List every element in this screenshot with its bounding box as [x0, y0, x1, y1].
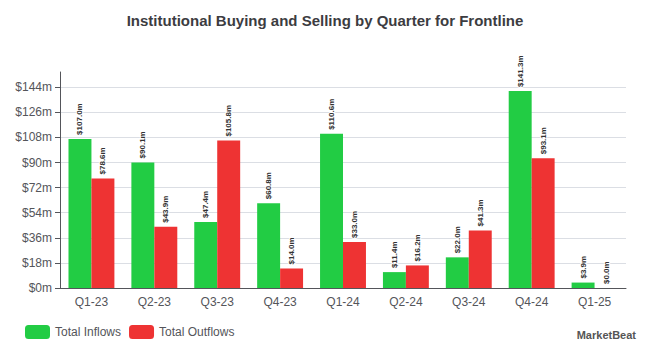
svg-text:$54m: $54m — [22, 206, 52, 220]
svg-text:$110.6m: $110.6m — [327, 99, 336, 130]
svg-text:$93.1m: $93.1m — [539, 127, 548, 154]
svg-text:Q3-23: Q3-23 — [201, 295, 235, 309]
svg-text:Q1-23: Q1-23 — [75, 295, 109, 309]
svg-text:MarketBeat: MarketBeat — [577, 329, 637, 341]
svg-text:$90m: $90m — [22, 156, 52, 170]
svg-text:$144m: $144m — [15, 80, 52, 94]
svg-text:$14.0m: $14.0m — [287, 237, 296, 264]
svg-text:$36m: $36m — [22, 231, 52, 245]
svg-text:Q4-24: Q4-24 — [515, 295, 549, 309]
svg-text:$0m: $0m — [29, 281, 52, 295]
svg-text:$90.1m: $90.1m — [138, 131, 147, 158]
svg-text:$33.0m: $33.0m — [350, 211, 359, 238]
svg-text:$18m: $18m — [22, 256, 52, 270]
svg-text:$105.8m: $105.8m — [224, 105, 233, 137]
svg-text:$126m: $126m — [15, 105, 52, 119]
svg-text:$22.0m: $22.0m — [453, 226, 462, 253]
svg-text:Total Inflows: Total Inflows — [55, 325, 121, 339]
svg-text:$3.9m: $3.9m — [579, 256, 588, 279]
svg-text:Q1-24: Q1-24 — [326, 295, 360, 309]
svg-text:$11.4m: $11.4m — [390, 241, 399, 268]
svg-text:$41.3m: $41.3m — [476, 199, 485, 226]
svg-text:$107.0m: $107.0m — [75, 103, 84, 135]
svg-text:$141.3m: $141.3m — [516, 55, 525, 87]
svg-text:Q2-24: Q2-24 — [389, 295, 423, 309]
svg-text:$47.4m: $47.4m — [201, 191, 210, 218]
svg-text:$108m: $108m — [15, 130, 52, 144]
svg-text:Q2-23: Q2-23 — [138, 295, 172, 309]
svg-text:$16.2m: $16.2m — [413, 234, 422, 261]
svg-text:$78.6m: $78.6m — [98, 147, 107, 174]
svg-text:Institutional Buying and Selli: Institutional Buying and Selling by Quar… — [127, 12, 524, 29]
svg-text:$0.0m: $0.0m — [602, 261, 611, 284]
svg-text:Q1-25: Q1-25 — [578, 295, 612, 309]
svg-text:$43.9m: $43.9m — [161, 196, 170, 223]
svg-text:$60.8m: $60.8m — [264, 172, 273, 199]
svg-text:$72m: $72m — [22, 181, 52, 195]
svg-text:Q3-24: Q3-24 — [452, 295, 486, 309]
svg-text:Total Outflows: Total Outflows — [159, 325, 234, 339]
svg-text:Q4-23: Q4-23 — [263, 295, 297, 309]
